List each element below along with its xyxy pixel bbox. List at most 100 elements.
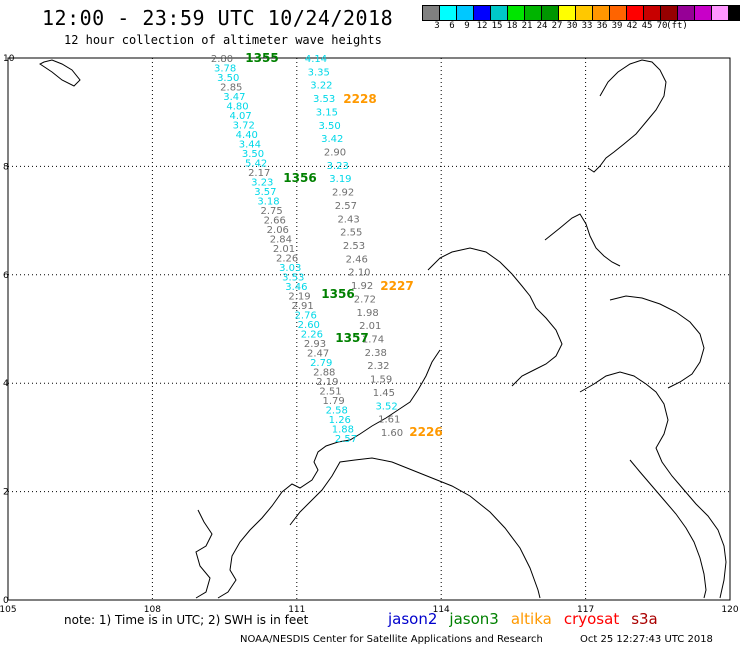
lon-tick-label: 105 [0, 605, 17, 615]
wave-height-value: 3.53 [313, 94, 335, 105]
satellite-legend-item: jason3 [449, 610, 499, 628]
wave-height-value: 2.88 [313, 368, 335, 379]
pass-number-label: 1355 [245, 51, 278, 65]
wave-height-value: 2.57 [335, 201, 357, 212]
wave-height-value: 1.61 [378, 415, 400, 426]
wave-height-value: 2.55 [340, 228, 362, 239]
legend-tick-label: 6 [449, 21, 455, 31]
wave-height-value: 2.53 [343, 241, 365, 252]
coastline-borneo [289, 457, 541, 599]
satellite-legend-item: jason2 [388, 610, 438, 628]
wave-height-value: 4.07 [229, 111, 251, 122]
footer-credit: NOAA/NESDIS Center for Satellite Applica… [240, 634, 543, 645]
wave-height-value: 2.19 [316, 377, 338, 388]
wave-height-value: 5.42 [245, 159, 267, 170]
legend-tick-label: 21 [521, 21, 533, 31]
wave-height-value: 2.10 [348, 268, 370, 279]
wave-height-value: 1.26 [329, 415, 351, 426]
wave-height-value: 3.03 [279, 263, 301, 274]
wave-height-value: 4.14 [305, 54, 327, 65]
wave-height-value: 2.38 [365, 348, 387, 359]
wave-height-value: 2.17 [248, 168, 270, 179]
legend-tick-label: 24 [536, 21, 548, 31]
map-title: 12:00 - 23:59 UTC 10/24/2018 [42, 6, 394, 30]
wave-height-value: 2.90 [324, 148, 346, 159]
satellite-legend-item: s3a [631, 610, 658, 628]
legend-tick-label: 18 [506, 21, 518, 31]
wave-height-value: 1.98 [356, 308, 378, 319]
wave-height-value: 3.50 [242, 149, 264, 160]
wave-height-value: 2.46 [346, 254, 368, 265]
wave-height-value: 3.44 [239, 140, 261, 151]
legend-tick-label: 3 [434, 21, 440, 31]
wave-height-value: 3.72 [233, 121, 255, 132]
pass-number-label: 1356 [321, 287, 354, 301]
lat-tick-label: 8 [3, 162, 9, 172]
coastline-mindanao [579, 371, 727, 599]
wave-height-value: 2.01 [359, 321, 381, 332]
wave-height-value: 1.60 [381, 428, 403, 439]
legend-tick-label: 30 [566, 21, 578, 31]
lon-tick-label: 108 [144, 605, 161, 615]
wave-height-value: 2.01 [273, 244, 295, 255]
wave-height-value: 2.43 [337, 214, 359, 225]
legend-tick-label: 45 [641, 21, 653, 31]
wave-height-value: 2.26 [301, 330, 323, 341]
lat-tick-label: 6 [3, 271, 9, 281]
wave-height-value: 3.50 [217, 73, 239, 84]
wave-height-value: 3.53 [282, 273, 304, 284]
lon-tick-label: 120 [721, 605, 738, 615]
wave-height-value: 2.47 [307, 349, 329, 360]
map-frame [7, 57, 731, 601]
wave-height-value: 3.78 [214, 64, 236, 75]
wave-height-value: 2.91 [291, 301, 313, 312]
wave-height-value: 1.45 [373, 388, 395, 399]
wave-height-value: 3.15 [316, 107, 338, 118]
wave-height-value: 3.46 [285, 282, 307, 293]
pass-number-label: 2227 [380, 279, 413, 293]
wave-height-value: 1.92 [351, 281, 373, 292]
legend-tick-label: 36 [596, 21, 608, 31]
wave-height-value: 2.93 [304, 339, 326, 350]
satellite-legend-item: cryosat [563, 610, 620, 628]
map-grid [7, 57, 731, 601]
wave-height-value: 4.40 [236, 130, 258, 141]
pass-number-label: 1357 [335, 331, 368, 345]
coastline [39, 59, 727, 599]
legend-swatch [728, 5, 740, 21]
satellite-legend-item: altika [510, 610, 552, 628]
lon-tick-label: 114 [433, 605, 450, 615]
map-subtitle: 12 hour collection of altimeter wave hei… [64, 33, 382, 47]
legend-tick-label: 42 [626, 21, 638, 31]
wave-height-value: 3.22 [310, 81, 332, 92]
wave-height-value: 4.80 [226, 102, 248, 113]
coastline-sulawesi [609, 295, 705, 389]
wave-height-value: 2.80 [211, 54, 233, 65]
wave-height-value: 1.88 [332, 425, 354, 436]
wave-height-value: 2.58 [326, 406, 348, 417]
legend-tick-label: 70 [656, 21, 668, 31]
lat-tick-label: 2 [3, 488, 9, 498]
wave-height-value: 3.19 [329, 174, 351, 185]
wave-height-value: 2.75 [260, 206, 282, 217]
coastline-palawan [587, 59, 667, 173]
wave-height-value: 2.19 [288, 292, 310, 303]
legend-tick-label: 39 [611, 21, 623, 31]
color-legend [422, 5, 740, 21]
wave-height-value: 2.66 [264, 216, 286, 227]
coastline-northwest [39, 59, 81, 87]
wave-height-value: 3.42 [321, 134, 343, 145]
wave-height-value: 1.79 [322, 396, 344, 407]
legend-tick-label: 9 [464, 21, 470, 31]
satellite-legend: jason2 jason3 altika cryosat s3a [388, 610, 670, 628]
wave-height-value: 3.23 [251, 178, 273, 189]
lon-tick-label: 111 [288, 605, 305, 615]
wave-height-value: 2.84 [270, 235, 292, 246]
wave-height-value: 3.52 [375, 401, 397, 412]
footer-timestamp: Oct 25 12:27:43 UTC 2018 [580, 634, 713, 645]
coastline-philippines-north [544, 213, 621, 267]
wave-height-value: 2.92 [332, 188, 354, 199]
pass-number-label: 1356 [283, 171, 316, 185]
wave-height-value: 3.57 [254, 187, 276, 198]
